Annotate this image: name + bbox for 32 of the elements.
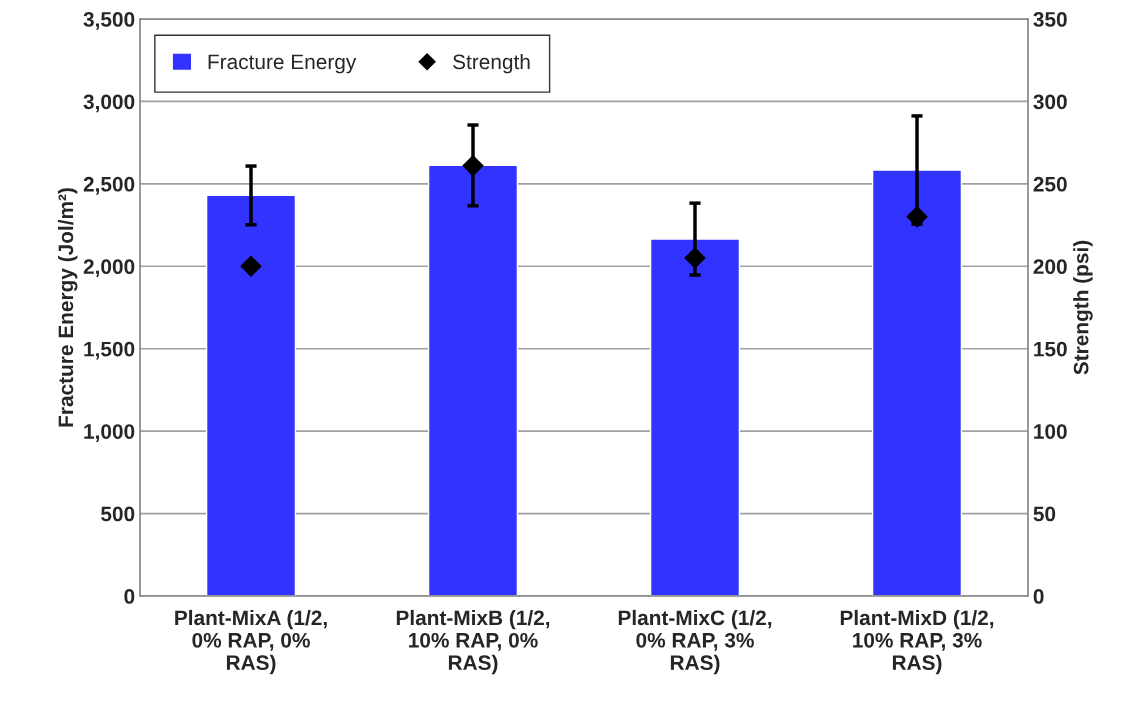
legend-label: Fracture Energy: [208, 54, 357, 74]
bar: [427, 164, 519, 596]
y-tick-label: 3,500: [83, 12, 135, 30]
y-axis-title: Fracture Energy (Jol/m²): [57, 188, 78, 427]
x-tick-label: Plant-MixB (1/2, 10% RAP, 0% RAS): [396, 609, 550, 675]
legend-label: Strength: [453, 53, 530, 74]
point: [684, 247, 706, 269]
bar: [205, 194, 297, 596]
y2-tick-label: 200: [1033, 259, 1067, 275]
y2-tick-label: 50: [1033, 506, 1056, 522]
y2-tick-label: 300: [1033, 94, 1067, 110]
y2-tick-label: 350: [1033, 12, 1067, 27]
x-tick-label: Plant-MixA (1/2, 0% RAP, 0% RAS): [175, 609, 327, 675]
y2-tick-label: 0: [1033, 589, 1044, 604]
point: [240, 255, 262, 277]
y-tick-label: 0: [124, 589, 135, 604]
x-tick-label: Plant-MixD (1/2, 10% RAP, 3% RAS): [840, 609, 994, 675]
y2-tick-label: 150: [1034, 341, 1067, 357]
y2-tick-label: 100: [1034, 424, 1067, 439]
bar: [871, 169, 963, 596]
y-tick-label: 3,000: [83, 94, 135, 113]
y-tick-label: 1,000: [84, 424, 135, 442]
y-tick-label: 2,500: [83, 176, 135, 195]
y-tick-label: 500: [101, 506, 135, 522]
point: [462, 155, 484, 177]
x-tick-label: Plant-MixC (1/2, 0% RAP, 3% RAS): [618, 609, 772, 675]
y-tick-label: 1,500: [84, 341, 135, 360]
y2-tick-label: 250: [1033, 176, 1067, 192]
bar: [649, 238, 741, 596]
y2-axis-title: Strength (psi): [1073, 240, 1093, 375]
y-tick-label: 2,000: [83, 259, 135, 278]
point: [906, 206, 928, 228]
